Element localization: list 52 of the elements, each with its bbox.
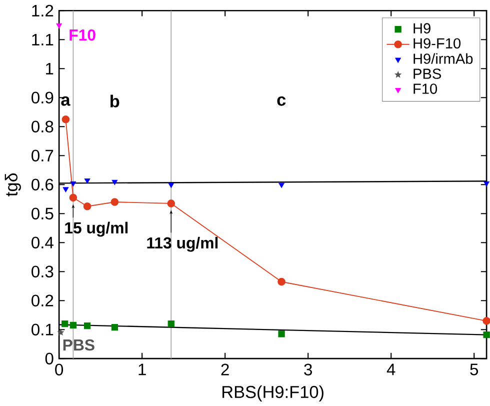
point: [167, 199, 176, 208]
point: [70, 322, 76, 328]
y-tick-label: 0.1: [32, 324, 54, 336]
point: [112, 180, 118, 185]
y-tick-label: 0.4: [32, 236, 54, 248]
point: [62, 187, 69, 192]
y-tick-label: 0.7: [32, 150, 54, 162]
point: [110, 198, 119, 206]
legend-label: H9: [414, 23, 430, 34]
y-axis-title: tgδ: [4, 173, 21, 196]
point: [62, 115, 70, 124]
point: [69, 194, 78, 202]
point: [84, 178, 90, 184]
annotation: 15 ug/ml: [65, 222, 128, 237]
point: [83, 202, 92, 210]
y-tick-label: 0: [45, 352, 54, 364]
point: [56, 23, 62, 28]
point: [278, 182, 284, 188]
point: [70, 181, 76, 186]
y-tick-label: 0.3: [32, 266, 54, 278]
annotation: a: [61, 96, 70, 106]
point: [84, 322, 91, 329]
legend-label: H9-F10: [414, 38, 461, 48]
annotation: 113 ug/ml: [147, 236, 218, 252]
point: [62, 320, 68, 327]
point: [168, 182, 174, 188]
x-axis-title: RBS(H9:F10): [222, 385, 324, 402]
legend-label: H9/irmAb: [414, 53, 473, 64]
legend-label: F10: [414, 83, 438, 94]
point: [58, 329, 64, 336]
x-tick-label: 4: [386, 364, 396, 375]
x-tick-label: 2: [221, 364, 229, 376]
y-tick-label: 0.6: [32, 178, 54, 190]
annotation: F10: [70, 29, 96, 40]
y-tick-label: 1: [46, 62, 54, 74]
point: [278, 278, 286, 286]
y-tick-label: 1.1: [32, 34, 54, 46]
point: [111, 324, 118, 330]
x-tick-label: 1: [138, 364, 146, 375]
legend-label: PBS: [414, 68, 441, 79]
y-tick-label: 0.8: [32, 120, 54, 132]
annotation: c: [277, 96, 286, 106]
annotation: b: [110, 94, 120, 108]
x-tick-label: 5: [470, 364, 478, 376]
x-tick-label: 3: [304, 364, 312, 376]
y-tick-label: 0.2: [32, 294, 54, 306]
y-tick-label: 0.5: [32, 208, 54, 220]
point: [168, 320, 174, 327]
x-tick-label: 0: [55, 364, 64, 376]
y-tick-label: 0.9: [32, 92, 54, 104]
point: [278, 330, 285, 338]
y-tick-label: 1.2: [32, 4, 54, 16]
